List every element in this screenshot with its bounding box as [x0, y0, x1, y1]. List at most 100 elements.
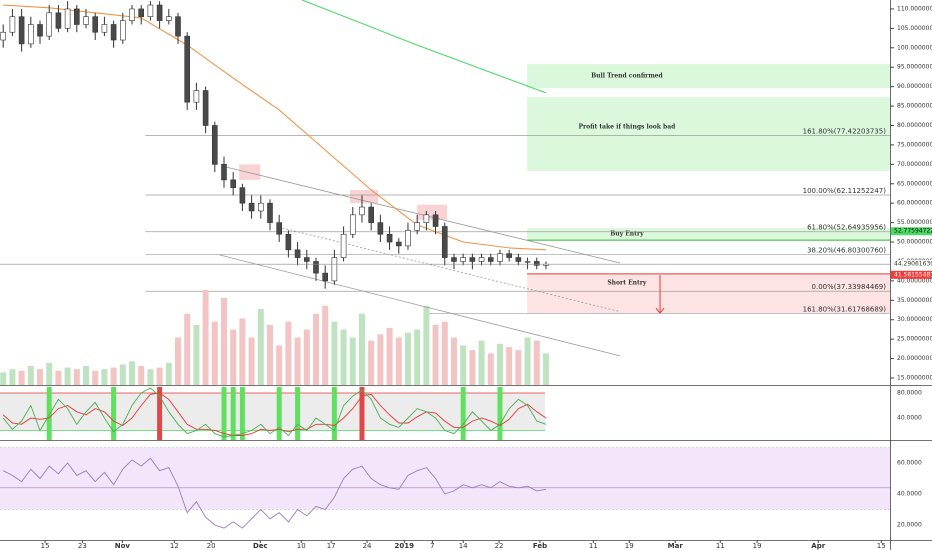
zone — [527, 64, 890, 89]
volume-bar — [9, 369, 16, 385]
x-tick-label: 2019 — [395, 542, 415, 550]
candle-body — [221, 164, 227, 181]
candle-body — [395, 241, 402, 247]
y-tick-label: 100.00000000 — [897, 44, 932, 51]
candle-body — [285, 233, 292, 251]
y-tick-label: 70.00000000 — [897, 161, 932, 168]
volume-bar — [312, 313, 319, 385]
zone-label: Bull Trend confirmed — [591, 73, 663, 80]
x-tick-label: 12 — [170, 542, 179, 550]
sell-signal — [157, 387, 163, 440]
volume-bar — [423, 305, 430, 385]
candle-body — [248, 202, 255, 212]
candle-body — [441, 226, 448, 258]
volume-bar — [358, 313, 365, 385]
candle-body — [377, 222, 384, 235]
volume-bar — [506, 347, 513, 385]
candle-body — [349, 214, 356, 235]
candle-body — [331, 257, 338, 282]
volume-bar — [0, 372, 7, 385]
volume-bar — [184, 313, 191, 385]
volume-bar — [257, 309, 264, 385]
candle-body — [184, 35, 190, 103]
x-tick-label: 15 — [877, 542, 886, 550]
volume-bar — [414, 329, 421, 385]
candle-body — [239, 187, 246, 204]
candle-body — [303, 257, 310, 262]
y-tick-label: 110.00000000 — [897, 5, 932, 12]
stoch-tick-label: 80.0000 — [897, 390, 922, 397]
y-tick-label: 50.00000000 — [897, 239, 932, 246]
candle-body — [506, 253, 512, 258]
candle-body — [9, 16, 16, 33]
candle-body — [166, 16, 172, 21]
volume-bar — [349, 337, 356, 385]
candle-body — [294, 249, 301, 258]
volume-bar — [193, 324, 200, 385]
candle-body — [451, 257, 457, 262]
volume-bar — [478, 340, 485, 385]
rsi-band — [0, 447, 890, 510]
rsi-tick-label: 20.0000 — [897, 521, 922, 528]
y-tick-label: 55.00000000 — [897, 219, 932, 226]
candle-body — [460, 257, 466, 262]
volume-bar — [175, 337, 181, 385]
fib-label: 0.00%(37.33984469) — [812, 283, 887, 291]
candle-body — [469, 257, 476, 262]
x-tick-label: 14 — [459, 542, 468, 550]
candle-body — [267, 202, 273, 223]
y-tick-label: 95.00000000 — [897, 64, 932, 71]
volume-bar — [46, 362, 53, 385]
x-tick-label: 22 — [495, 542, 504, 550]
candle-body — [193, 90, 200, 103]
candle-body — [386, 233, 393, 243]
volume-bar — [156, 367, 163, 385]
volume-bar — [83, 366, 90, 385]
price-label: 44.29061630 — [894, 261, 932, 268]
volume-bar — [220, 297, 227, 385]
candle-body — [147, 4, 154, 18]
candle-body — [487, 257, 494, 262]
buy-signal — [497, 387, 503, 440]
volume-bar — [386, 328, 393, 385]
volume-bar — [487, 353, 494, 385]
candle-body — [423, 214, 430, 223]
candle-body — [405, 230, 411, 247]
fib-label: 161.80%(77.42203735) — [803, 127, 887, 135]
candle-body — [230, 179, 236, 188]
volume-bar — [129, 361, 136, 385]
volume-bar — [432, 324, 439, 385]
moving-average — [3, 4, 547, 251]
x-tick-label: 20 — [207, 542, 216, 550]
volume-bar — [285, 321, 292, 385]
candle-body — [37, 24, 43, 37]
y-tick-label: 15.00000000 — [897, 375, 932, 382]
rsi-tick-label: 60.0000 — [897, 459, 922, 466]
volume-bar — [202, 290, 209, 385]
trend-line — [226, 166, 621, 264]
volume-bar — [340, 329, 347, 385]
volume-bar — [18, 370, 25, 385]
buy-signal — [230, 387, 236, 440]
volume-bar — [239, 318, 246, 385]
rsi-line — [2, 457, 547, 529]
candle-body — [368, 206, 374, 223]
candle-body — [276, 222, 282, 235]
candle-body — [524, 261, 531, 263]
volume-bar — [230, 329, 237, 385]
volume-bar — [37, 369, 44, 385]
volume-bar — [276, 345, 283, 385]
volume-bar — [368, 340, 375, 385]
volume-bar — [303, 329, 310, 385]
x-tick-label: Apr — [811, 542, 825, 550]
volume-bar — [101, 369, 108, 385]
zone-label: Buy Entry — [610, 231, 644, 238]
volume-bar — [138, 366, 145, 385]
volume-bar — [92, 370, 99, 385]
volume-bar — [469, 350, 476, 385]
x-tick-label: 7 — [430, 542, 434, 550]
volume-bar — [294, 337, 301, 385]
candle-body — [46, 12, 53, 37]
zone — [527, 273, 890, 314]
